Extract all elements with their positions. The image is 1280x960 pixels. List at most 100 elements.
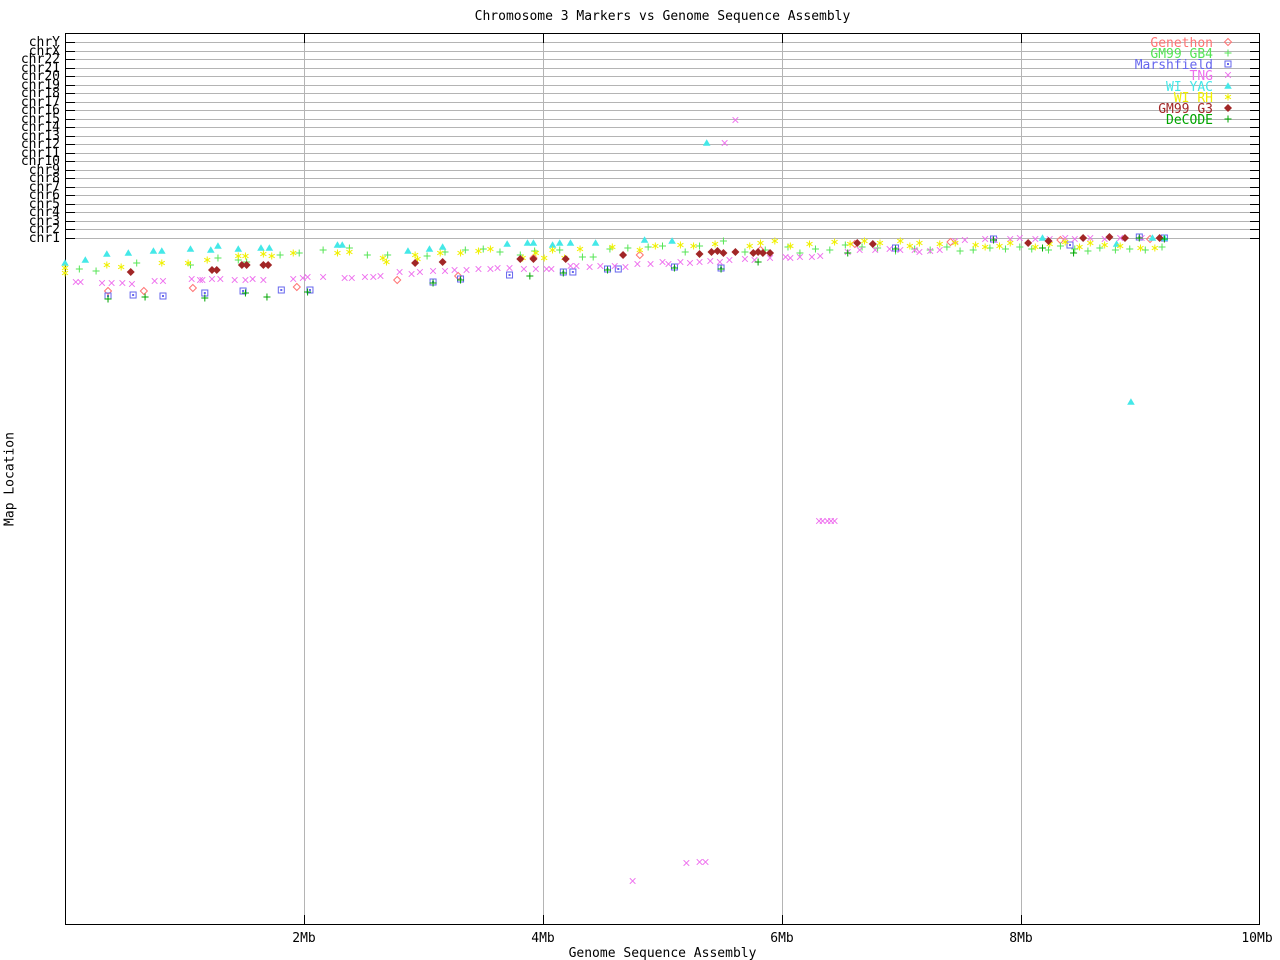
legend-label-marshfield: Marshfield: [1134, 58, 1213, 73]
y-gridline: [66, 110, 1259, 111]
y-gridline: [66, 204, 1259, 205]
x-tick-top: [1021, 34, 1022, 43]
x-tick-top: [543, 34, 544, 43]
y-gridline: [66, 102, 1259, 103]
y-tick-label: chr16: [20, 103, 60, 118]
legend-label-gm99-g3: GM99 G3: [1158, 102, 1213, 117]
y-tick-right: [1250, 42, 1259, 43]
y-tick-right: [1250, 161, 1259, 162]
y-tick-right: [1250, 76, 1259, 77]
y-tick-left: [66, 42, 75, 43]
y-tick-left: [66, 195, 75, 196]
y-tick-label: chr4: [28, 205, 60, 220]
x-tick-bottom: [543, 915, 544, 924]
x-tick-bottom: [1021, 915, 1022, 924]
y-tick-left: [66, 136, 75, 137]
x-tick-bottom: [782, 915, 783, 924]
y-gridline: [66, 136, 1259, 137]
y-tick-left: [66, 110, 75, 111]
y-tick-left: [66, 68, 75, 69]
y-tick-label: chr13: [20, 129, 60, 144]
y-tick-label: chr7: [28, 180, 60, 195]
y-tick-left: [66, 51, 75, 52]
y-tick-label: chr10: [20, 154, 60, 169]
legend-label-genethon: Genethon: [1150, 36, 1213, 51]
y-tick-left: [66, 93, 75, 94]
y-gridline: [66, 85, 1259, 86]
y-gridline: [66, 221, 1259, 222]
y-tick-left: [66, 102, 75, 103]
y-gridline: [66, 42, 1259, 43]
y-tick-label: chr21: [20, 61, 60, 76]
y-axis-title: Map Location: [2, 432, 18, 526]
x-tick-label: 4Mb: [531, 931, 555, 946]
x-tick-label: 8Mb: [1009, 931, 1033, 946]
y-tick-right: [1250, 144, 1259, 145]
y-gridline: [66, 127, 1259, 128]
y-tick-left: [66, 85, 75, 86]
y-gridline: [66, 195, 1259, 196]
x-gridline: [543, 34, 544, 924]
y-tick-label: chr11: [20, 146, 60, 161]
y-tick-label: chr22: [20, 52, 60, 67]
y-tick-right: [1250, 102, 1259, 103]
y-tick-right: [1250, 119, 1259, 120]
y-tick-left: [66, 170, 75, 171]
y-tick-label: chr9: [28, 163, 60, 178]
y-tick-left: [66, 161, 75, 162]
y-tick-right: [1250, 85, 1259, 86]
y-tick-left: [66, 127, 75, 128]
y-tick-left: [66, 178, 75, 179]
y-tick-right: [1250, 153, 1259, 154]
y-tick-left: [66, 212, 75, 213]
y-tick-left: [66, 187, 75, 188]
y-tick-label: chr18: [20, 86, 60, 101]
legend-label-decode: DeCODE: [1166, 113, 1213, 128]
plot-area: [65, 33, 1260, 925]
x-tick-bottom: [304, 915, 305, 924]
y-gridline: [66, 119, 1259, 120]
y-tick-label: chr8: [28, 171, 60, 186]
x-axis-title: Genome Sequence Assembly: [568, 946, 757, 960]
y-tick-left: [66, 238, 75, 239]
y-tick-right: [1250, 68, 1259, 69]
y-tick-right: [1250, 110, 1259, 111]
y-gridline: [66, 76, 1259, 77]
y-tick-label: chrX: [28, 44, 60, 59]
y-tick-right: [1250, 195, 1259, 196]
y-tick-right: [1250, 212, 1259, 213]
legend-label-gm99-gb4: GM99 GB4: [1150, 47, 1213, 62]
x-tick-label: 2Mb: [292, 931, 316, 946]
y-tick-label: chr3: [28, 214, 60, 229]
y-tick-label: chr15: [20, 112, 60, 127]
y-gridline: [66, 161, 1259, 162]
y-tick-label: chr6: [28, 188, 60, 203]
y-tick-left: [66, 119, 75, 120]
y-tick-left: [66, 144, 75, 145]
y-tick-label: chr2: [28, 222, 60, 237]
y-gridline: [66, 178, 1259, 179]
y-tick-right: [1250, 178, 1259, 179]
legend-label-wi-rh: WI RH: [1173, 91, 1213, 106]
y-gridline: [66, 93, 1259, 94]
y-tick-label: chr17: [20, 95, 60, 110]
y-gridline: [66, 144, 1259, 145]
y-gridline: [66, 170, 1259, 171]
x-gridline: [1021, 34, 1022, 924]
legend-label-tng: TNG: [1189, 69, 1213, 84]
y-tick-right: [1250, 136, 1259, 137]
y-tick-right: [1250, 59, 1259, 60]
y-tick-right: [1250, 93, 1259, 94]
y-gridline: [66, 51, 1259, 52]
y-tick-left: [66, 204, 75, 205]
y-tick-left: [66, 76, 75, 77]
y-gridline: [66, 59, 1259, 60]
y-tick-right: [1250, 221, 1259, 222]
x-tick-label: 10Mb: [1241, 931, 1273, 946]
y-gridline: [66, 238, 1259, 239]
y-tick-right: [1250, 170, 1259, 171]
x-tick-top: [304, 34, 305, 43]
x-tick-top: [782, 34, 783, 43]
y-tick-left: [66, 221, 75, 222]
y-tick-right: [1250, 127, 1259, 128]
